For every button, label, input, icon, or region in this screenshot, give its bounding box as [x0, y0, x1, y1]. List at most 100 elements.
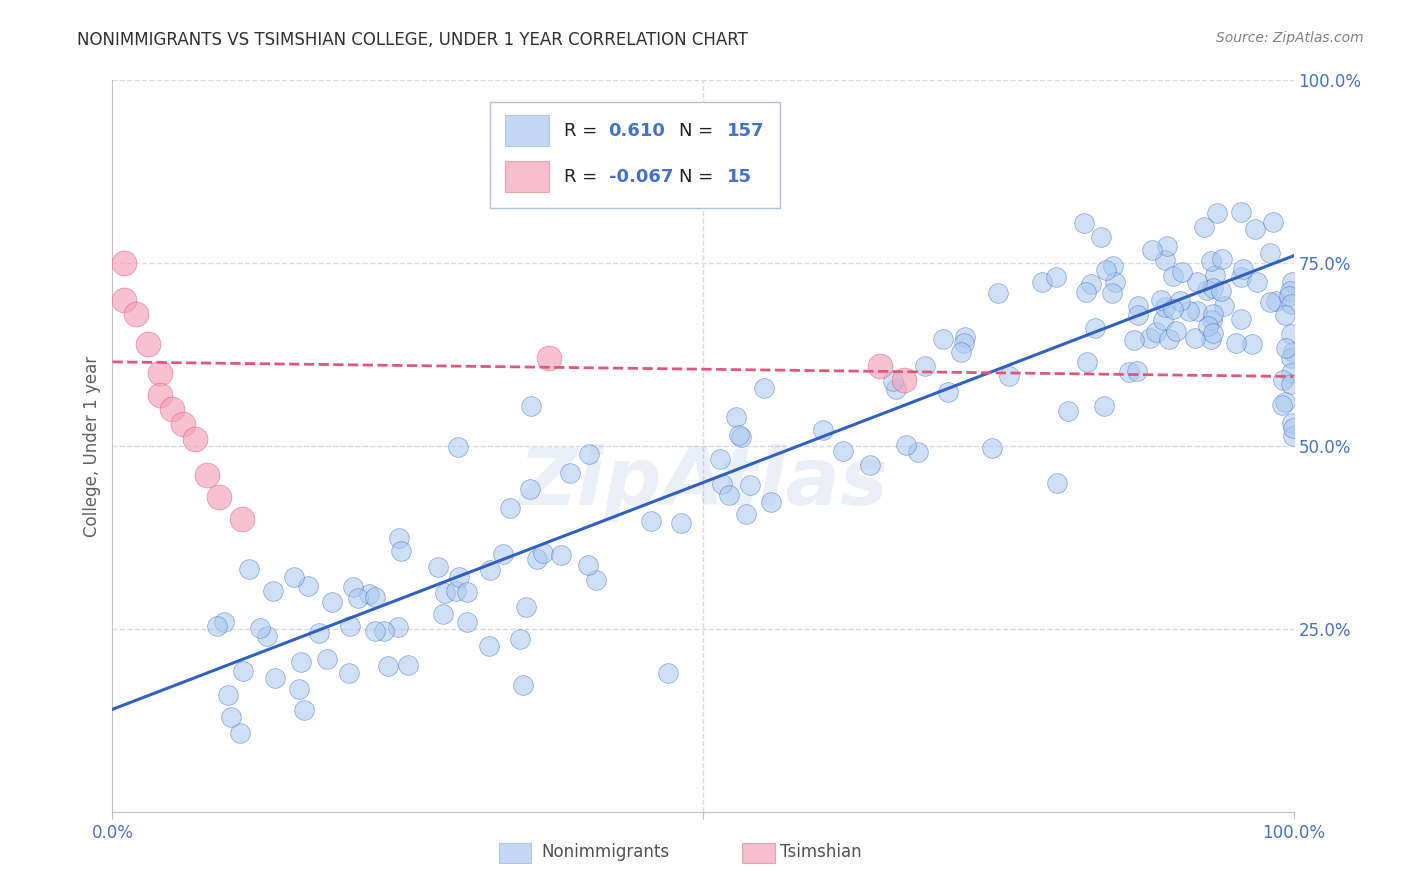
- Point: [456, 615, 478, 629]
- Point: [288, 682, 311, 697]
- Point: [479, 563, 502, 577]
- Point: [1126, 364, 1149, 378]
- Point: [730, 430, 752, 444]
- Point: [316, 651, 339, 665]
- Point: [1095, 262, 1118, 277]
- Point: [263, 671, 285, 685]
- Point: [1168, 293, 1191, 308]
- Point: [112, 256, 135, 270]
- Point: [531, 545, 554, 559]
- Text: 157: 157: [727, 121, 763, 140]
- Point: [1279, 366, 1302, 380]
- Point: [1279, 297, 1302, 311]
- FancyBboxPatch shape: [491, 103, 780, 209]
- Point: [1265, 294, 1288, 309]
- Point: [1278, 284, 1301, 298]
- Point: [669, 516, 692, 531]
- Point: [1202, 281, 1225, 295]
- Point: [1123, 333, 1146, 347]
- Point: [290, 655, 312, 669]
- Point: [1199, 332, 1222, 346]
- Point: [1225, 336, 1247, 351]
- Point: [1282, 429, 1305, 443]
- Point: [1246, 275, 1268, 289]
- Point: [125, 307, 148, 321]
- Point: [1128, 308, 1150, 322]
- FancyBboxPatch shape: [505, 161, 550, 192]
- Text: N =: N =: [679, 121, 720, 140]
- Point: [308, 626, 330, 640]
- Point: [184, 432, 207, 446]
- Point: [212, 615, 235, 629]
- Point: [1194, 219, 1216, 234]
- Point: [231, 512, 253, 526]
- Point: [342, 580, 364, 594]
- Point: [981, 441, 1004, 455]
- Point: [447, 570, 470, 584]
- Point: [538, 351, 561, 366]
- Point: [858, 458, 880, 472]
- Point: [387, 620, 409, 634]
- Point: [950, 344, 973, 359]
- Point: [1154, 252, 1177, 267]
- Point: [1274, 308, 1296, 322]
- Point: [321, 595, 343, 609]
- Point: [1161, 301, 1184, 316]
- Point: [1278, 288, 1301, 302]
- Point: [1128, 300, 1150, 314]
- Point: [1232, 261, 1254, 276]
- Point: [283, 570, 305, 584]
- Point: [578, 447, 600, 461]
- Point: [882, 374, 904, 388]
- Point: [1197, 283, 1219, 297]
- Point: [478, 639, 501, 653]
- Point: [894, 437, 917, 451]
- Point: [456, 585, 478, 599]
- Point: [172, 417, 194, 431]
- Point: [373, 624, 395, 639]
- Point: [238, 562, 260, 576]
- Point: [997, 368, 1019, 383]
- Point: [1282, 345, 1305, 359]
- Point: [1057, 404, 1080, 418]
- Point: [1104, 275, 1126, 289]
- Point: [1157, 332, 1180, 346]
- Point: [953, 329, 976, 343]
- Point: [1229, 312, 1251, 326]
- Point: [869, 359, 891, 373]
- Point: [396, 658, 419, 673]
- Point: [728, 428, 751, 442]
- Point: [752, 381, 775, 395]
- Point: [363, 624, 385, 638]
- Point: [759, 494, 782, 508]
- Point: [1080, 277, 1102, 292]
- Point: [740, 478, 762, 492]
- Point: [1261, 215, 1284, 229]
- Point: [952, 335, 974, 350]
- Point: [256, 629, 278, 643]
- Point: [718, 487, 741, 501]
- Point: [389, 544, 412, 558]
- Point: [1031, 275, 1053, 289]
- Point: [1211, 252, 1233, 267]
- Point: [1230, 205, 1253, 219]
- Point: [936, 385, 959, 400]
- Point: [1101, 259, 1123, 273]
- Point: [1258, 295, 1281, 310]
- Point: [1090, 229, 1112, 244]
- Point: [1118, 365, 1140, 379]
- Point: [1156, 239, 1178, 253]
- Point: [292, 703, 315, 717]
- Point: [160, 402, 183, 417]
- Point: [1073, 216, 1095, 230]
- Point: [914, 359, 936, 373]
- Point: [1171, 265, 1194, 279]
- Point: [515, 599, 537, 614]
- Point: [217, 688, 239, 702]
- Point: [208, 490, 231, 504]
- Point: [1076, 285, 1098, 299]
- Point: [1229, 269, 1251, 284]
- Point: [364, 590, 387, 604]
- Point: [1244, 221, 1267, 235]
- Point: [1084, 320, 1107, 334]
